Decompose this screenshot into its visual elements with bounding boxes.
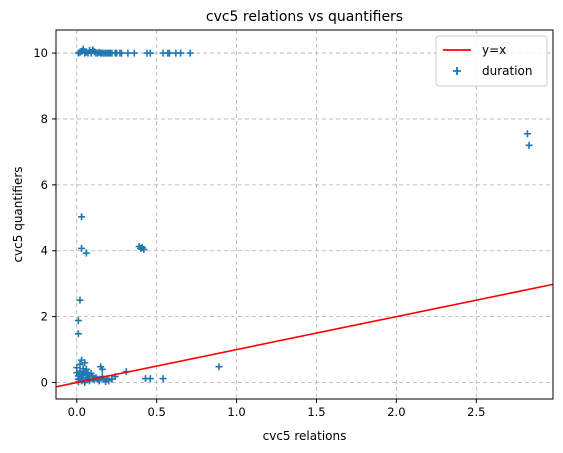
scatter-point	[74, 330, 82, 338]
x-tick-label: 2.5	[467, 405, 485, 419]
scatter-point	[146, 375, 154, 383]
plot-area	[56, 30, 553, 399]
scatter-point	[76, 360, 84, 368]
legend-plus-mark	[453, 67, 461, 75]
scatter-point	[74, 317, 82, 325]
scatter-point	[124, 49, 132, 57]
x-tick-label: 1.5	[307, 405, 325, 419]
x-axis-ticks: 0.0 0.5 1.0 1.5 2.0 2.5	[68, 399, 485, 419]
scatter-point	[78, 244, 86, 252]
legend: y=x duration	[435, 35, 548, 87]
y-tick-label: 2	[41, 310, 48, 324]
x-axis-label: cvc5 relations	[263, 429, 347, 443]
scatter-point	[523, 130, 531, 138]
x-tick-label: 0.0	[68, 405, 86, 419]
scatter-point	[177, 49, 185, 57]
scatter-point	[130, 49, 138, 57]
scatter-point	[118, 49, 126, 57]
chart-title: cvc5 relations vs quantifiers	[206, 9, 403, 25]
legend-plus-swatch	[453, 67, 461, 75]
x-tick-label: 2.0	[387, 405, 405, 419]
y-axis-label: cvc5 quantifiers	[11, 166, 25, 262]
legend-box	[435, 35, 548, 87]
plot-frame	[55, 29, 554, 400]
scatter-point	[165, 49, 173, 57]
scatter-point	[186, 49, 194, 57]
scatter-point	[98, 365, 106, 373]
scatter-point	[82, 249, 90, 257]
y-tick-label: 10	[33, 46, 48, 60]
y-axis-ticks: 0 2 4 6 8 10	[33, 46, 56, 390]
scatter-point	[81, 359, 89, 367]
scatter-point	[159, 375, 167, 383]
scatter-point	[76, 296, 84, 304]
y-tick-label: 8	[41, 112, 48, 126]
scatter-point	[146, 49, 154, 57]
y-tick-label: 6	[41, 178, 48, 192]
data-layer	[56, 45, 553, 388]
legend-label-scatter: duration	[482, 64, 533, 78]
y-tick-label: 0	[41, 376, 48, 390]
scatter-point	[140, 245, 148, 253]
identity-line	[56, 283, 553, 388]
y-tick-label: 4	[41, 244, 48, 258]
x-tick-label: 0.5	[148, 405, 166, 419]
scatter-point	[525, 141, 533, 149]
scatter-point	[215, 363, 223, 371]
x-tick-label: 1.0	[227, 405, 245, 419]
legend-label-line: y=x	[482, 43, 506, 57]
scatter-point	[78, 213, 86, 221]
